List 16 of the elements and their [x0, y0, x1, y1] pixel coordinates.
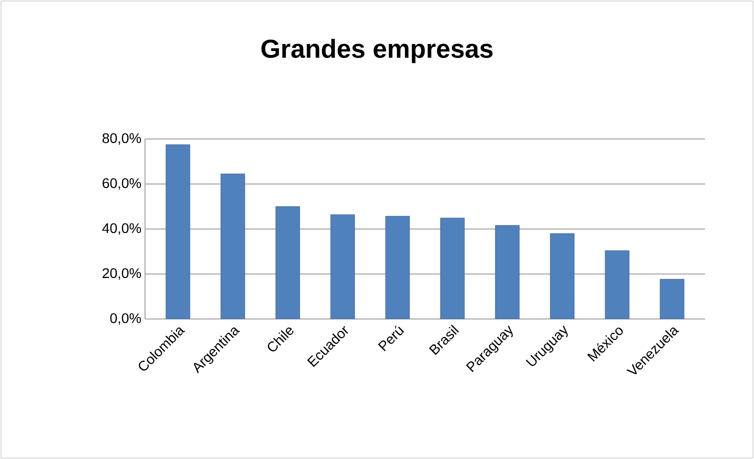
- bar: [166, 144, 190, 319]
- y-tick-label: 20,0%: [102, 268, 141, 280]
- y-tick-label: 40,0%: [102, 223, 141, 235]
- chart-title: Grandes empresas: [261, 38, 493, 64]
- bar: [220, 174, 246, 319]
- bar: [660, 278, 684, 319]
- bar: [495, 225, 520, 319]
- bar: [276, 206, 300, 319]
- bar: [550, 233, 574, 319]
- y-tick-label: 0,0%: [110, 313, 141, 325]
- bar: [604, 250, 630, 319]
- y-tick-label: 60,0%: [102, 178, 141, 190]
- bar: [330, 214, 355, 319]
- y-tick-label: 80,0%: [102, 133, 141, 145]
- bar: [385, 216, 410, 319]
- bar: [440, 218, 465, 319]
